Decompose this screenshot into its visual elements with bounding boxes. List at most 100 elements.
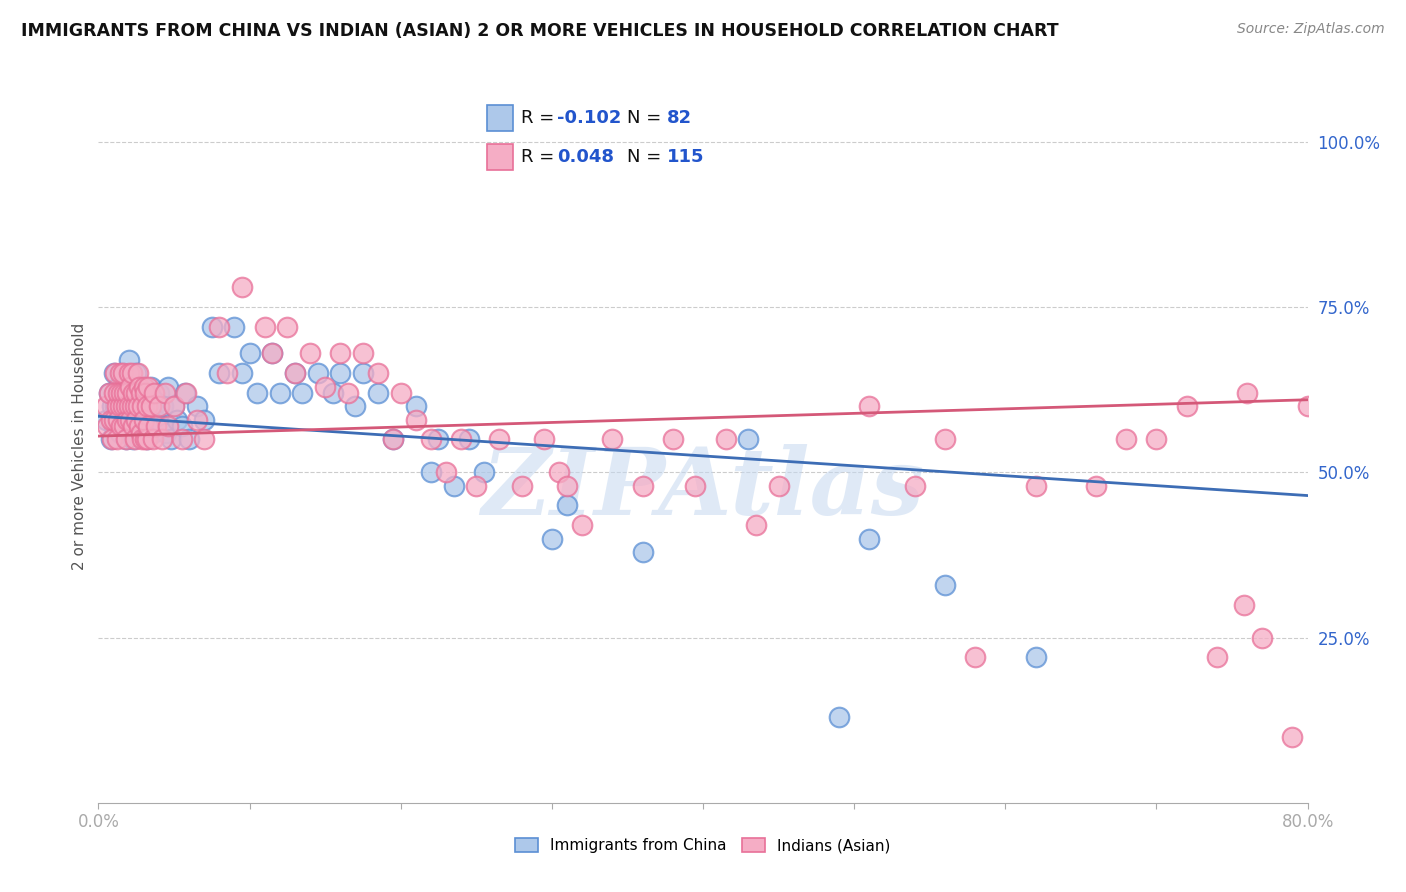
Point: [127, 367, 149, 381]
Point: [145, 419, 167, 434]
Point: [124, 386, 146, 401]
Point: [1115, 433, 1137, 447]
Point: [132, 379, 155, 393]
Point: [533, 433, 555, 447]
Point: [661, 433, 683, 447]
Point: [104, 400, 127, 414]
Point: [104, 367, 127, 381]
Point: [118, 412, 141, 426]
Point: [136, 379, 159, 393]
Point: [129, 379, 152, 393]
Point: [125, 412, 148, 426]
Point: [163, 400, 186, 414]
Point: [1296, 400, 1319, 414]
Point: [193, 433, 215, 447]
Point: [114, 433, 136, 447]
Point: [828, 710, 851, 724]
Point: [141, 400, 163, 414]
Point: [420, 466, 443, 480]
Point: [110, 406, 132, 420]
Point: [134, 433, 156, 447]
Point: [352, 346, 374, 360]
Point: [103, 367, 125, 381]
Text: IMMIGRANTS FROM CHINA VS INDIAN (ASIAN) 2 OR MORE VEHICLES IN HOUSEHOLD CORRELAT: IMMIGRANTS FROM CHINA VS INDIAN (ASIAN) …: [21, 22, 1059, 40]
Point: [115, 379, 138, 393]
Point: [148, 386, 170, 401]
Point: [170, 433, 193, 447]
Point: [125, 367, 148, 381]
Point: [208, 320, 231, 334]
Point: [110, 419, 132, 434]
Point: [1144, 433, 1167, 447]
Point: [745, 518, 768, 533]
Point: [100, 433, 122, 447]
Point: [510, 478, 533, 492]
Point: [98, 386, 121, 401]
Point: [602, 433, 624, 447]
Point: [1236, 386, 1258, 401]
Point: [112, 412, 135, 426]
Point: [128, 379, 150, 393]
Point: [136, 400, 159, 414]
Point: [329, 346, 352, 360]
Point: [291, 386, 314, 401]
Point: [112, 386, 135, 401]
Point: [118, 367, 141, 381]
Point: [465, 478, 488, 492]
Point: [405, 400, 427, 414]
Point: [105, 412, 128, 426]
Point: [112, 419, 135, 434]
Point: [382, 433, 405, 447]
Y-axis label: 2 or more Vehicles in Household: 2 or more Vehicles in Household: [72, 322, 87, 570]
Point: [122, 419, 145, 434]
Point: [314, 379, 336, 393]
Point: [201, 320, 224, 334]
Point: [118, 353, 141, 368]
Point: [101, 433, 124, 447]
Point: [111, 367, 134, 381]
Point: [231, 367, 253, 381]
Point: [121, 419, 143, 434]
Point: [114, 400, 136, 414]
Point: [239, 346, 262, 360]
Point: [111, 400, 134, 414]
Point: [143, 400, 166, 414]
Point: [166, 412, 188, 426]
Point: [382, 433, 405, 447]
Point: [156, 419, 179, 434]
Point: [122, 433, 145, 447]
Point: [156, 379, 179, 393]
Point: [94, 412, 117, 426]
Point: [114, 433, 136, 447]
Point: [299, 346, 322, 360]
Point: [135, 433, 157, 447]
Point: [103, 419, 125, 434]
Point: [858, 532, 880, 546]
Point: [224, 320, 246, 334]
Point: [136, 419, 159, 434]
Point: [488, 433, 510, 447]
Point: [179, 433, 201, 447]
Point: [105, 433, 128, 447]
Point: [105, 400, 128, 414]
Point: [1206, 650, 1229, 665]
Point: [125, 412, 148, 426]
Point: [120, 379, 142, 393]
Point: [114, 400, 136, 414]
Point: [1024, 478, 1046, 492]
Point: [768, 478, 790, 492]
Point: [336, 386, 359, 401]
Point: [111, 367, 134, 381]
Point: [262, 346, 284, 360]
Point: [121, 400, 143, 414]
Point: [131, 400, 153, 414]
Point: [128, 419, 150, 434]
Point: [571, 518, 593, 533]
Point: [115, 412, 138, 426]
Point: [555, 499, 578, 513]
Point: [1085, 478, 1108, 492]
Point: [714, 433, 737, 447]
Point: [153, 386, 176, 401]
Point: [127, 400, 149, 414]
Point: [98, 386, 121, 401]
